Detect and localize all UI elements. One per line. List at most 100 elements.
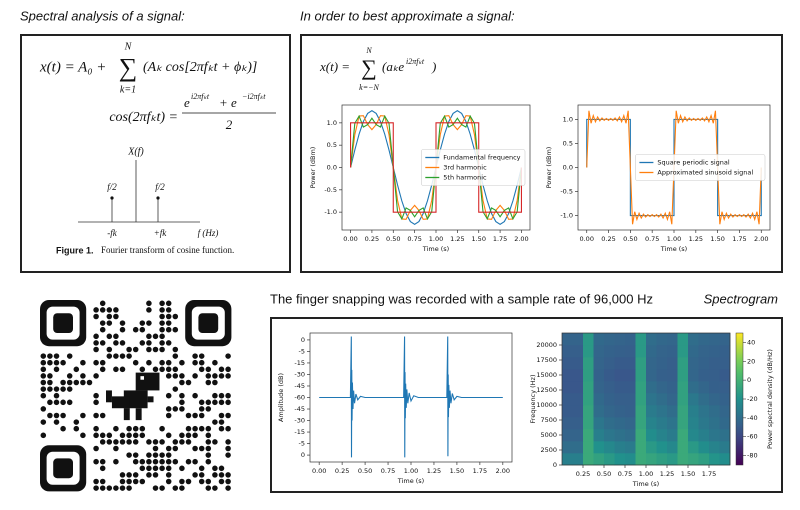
y-tick-label: -1.0 bbox=[560, 212, 573, 220]
heat-cell bbox=[667, 357, 678, 370]
qr-dot bbox=[146, 333, 152, 340]
qr-dot bbox=[159, 333, 165, 340]
heat-cell bbox=[572, 357, 584, 370]
heat-cell bbox=[604, 381, 615, 394]
y-tick-label: -1.0 bbox=[324, 208, 337, 216]
qr-dino bbox=[106, 390, 112, 403]
qr-dot bbox=[165, 359, 172, 366]
heat-cell bbox=[667, 369, 678, 382]
heat-cell bbox=[677, 441, 689, 454]
y-tick-label: 0 bbox=[301, 336, 305, 344]
qr-dot bbox=[132, 472, 139, 478]
heat-cell bbox=[604, 357, 615, 370]
x-tick-label: 1.25 bbox=[689, 235, 703, 243]
heat-cell bbox=[604, 453, 615, 466]
panel-frame bbox=[300, 34, 783, 273]
qr-dot bbox=[139, 432, 146, 439]
qr-dot bbox=[179, 465, 185, 472]
heat-cell bbox=[688, 429, 699, 442]
y-tick-label: -60 bbox=[294, 394, 305, 402]
qr-dot bbox=[152, 472, 159, 478]
axis-label: X(f) bbox=[127, 146, 144, 157]
qr-dot bbox=[40, 432, 47, 439]
heat-cell bbox=[698, 405, 710, 418]
heat-cell bbox=[562, 345, 573, 358]
qr-dot bbox=[93, 333, 99, 340]
qr-dot bbox=[218, 392, 225, 399]
qr-dot bbox=[106, 333, 113, 340]
qr-dot bbox=[113, 313, 119, 320]
qr-dot bbox=[192, 359, 198, 366]
x-label: f (Hz) bbox=[198, 228, 219, 238]
heat-cell bbox=[625, 417, 636, 430]
y-tick-label: -30 bbox=[294, 370, 305, 378]
heat-cell bbox=[688, 441, 699, 454]
qr-dot bbox=[126, 472, 132, 478]
qr-dot bbox=[225, 425, 231, 432]
qr-dot bbox=[99, 307, 106, 313]
qr-dot bbox=[53, 386, 60, 392]
qr-dot bbox=[113, 425, 119, 432]
qr-dot bbox=[119, 326, 126, 333]
heat-cell bbox=[688, 357, 699, 370]
qr-dot bbox=[165, 406, 172, 412]
heat-cell bbox=[583, 441, 594, 454]
heat-cell bbox=[635, 393, 647, 406]
qr-dot bbox=[119, 340, 126, 346]
heat-cell bbox=[698, 441, 710, 454]
heat-cell bbox=[688, 345, 699, 358]
heat-cell bbox=[604, 429, 615, 442]
heat-cell bbox=[719, 417, 731, 430]
heat-cell bbox=[719, 381, 731, 394]
heat-cell bbox=[625, 393, 636, 406]
qr-dot bbox=[165, 320, 172, 326]
qr-dot bbox=[152, 366, 159, 373]
heat-cell bbox=[614, 405, 626, 418]
qr-dot bbox=[66, 399, 73, 406]
heat-cell bbox=[677, 429, 689, 442]
heat-cell bbox=[583, 417, 594, 430]
sum-upper: N bbox=[365, 46, 372, 55]
qr-dot bbox=[73, 425, 80, 432]
qr-dot bbox=[80, 359, 86, 366]
panel-frame bbox=[20, 34, 291, 273]
panel-frame bbox=[270, 317, 783, 493]
stem-label: f/2 bbox=[107, 182, 117, 192]
y-tick-label: 15000 bbox=[536, 371, 557, 379]
qr-dot bbox=[179, 392, 185, 399]
qr-dot bbox=[139, 320, 146, 326]
x-tick-label: 1.00 bbox=[639, 470, 653, 478]
heat-cell bbox=[677, 393, 689, 406]
qr-dot bbox=[53, 419, 60, 425]
qr-dot bbox=[93, 445, 99, 452]
heat-cell bbox=[635, 417, 647, 430]
qr-dot bbox=[47, 353, 53, 359]
heading: In order to best approximate a signal: bbox=[300, 8, 515, 23]
colorbar-tick-label: 20 bbox=[747, 357, 755, 365]
heat-cell bbox=[709, 369, 720, 382]
qr-dot bbox=[225, 373, 231, 379]
heat-cell bbox=[572, 453, 584, 466]
stem-dot bbox=[156, 196, 160, 200]
heat-cell bbox=[562, 369, 573, 382]
qr-dot bbox=[60, 359, 66, 366]
heat-cell bbox=[698, 417, 710, 430]
heading: The finger snapping was recorded with a … bbox=[270, 291, 653, 306]
qr-dot bbox=[40, 373, 47, 379]
qr-dot bbox=[99, 458, 106, 465]
qr-dot bbox=[185, 458, 192, 465]
heading: Spectral analysis of a signal: bbox=[20, 8, 185, 23]
heat-cell bbox=[593, 381, 605, 394]
equation-part: 2 bbox=[226, 117, 233, 132]
heat-cell bbox=[698, 357, 710, 370]
qr-dot bbox=[225, 472, 231, 478]
qr-dot bbox=[47, 379, 53, 386]
qr-dot bbox=[132, 359, 139, 366]
qr-dot bbox=[172, 445, 179, 452]
qr-dot bbox=[93, 478, 99, 485]
heat-cell bbox=[719, 369, 731, 382]
x-tick-label: 0.25 bbox=[365, 235, 379, 243]
superscript: i2πfₖt bbox=[191, 92, 210, 101]
qr-dot bbox=[40, 386, 47, 392]
qr-dot bbox=[205, 406, 212, 412]
